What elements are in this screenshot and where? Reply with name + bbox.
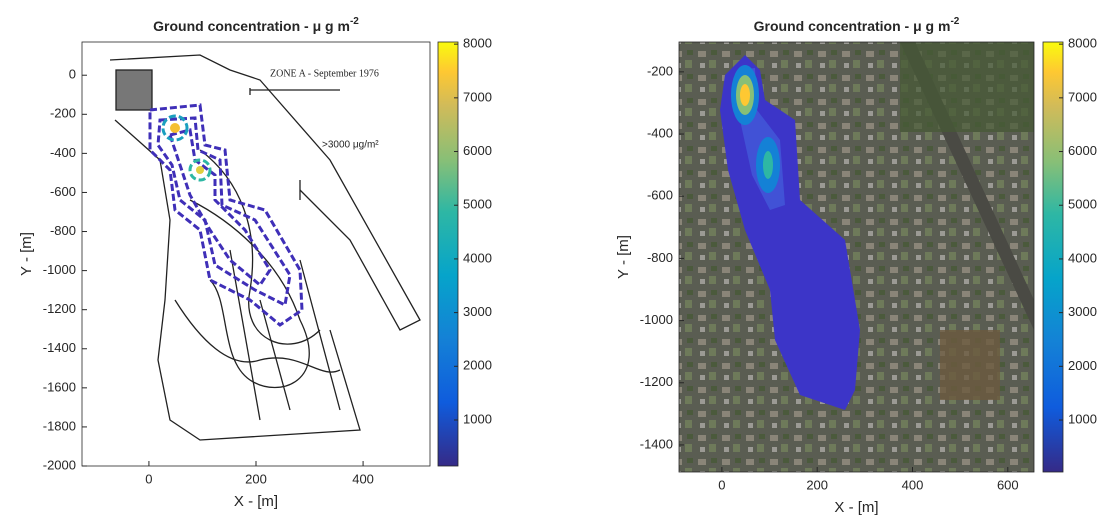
y-tick-label: -800 xyxy=(647,250,673,265)
colorbar-tick-label: 1000 xyxy=(1068,411,1097,426)
colorbar-tick-label: 5000 xyxy=(463,197,492,212)
colorbar xyxy=(437,41,459,467)
map-sketch: ZONE A - September 1976 >3000 μg/m² xyxy=(109,54,421,441)
x-tick-label: 400 xyxy=(902,477,924,492)
svg-text:ZONE A - September 1976: ZONE A - September 1976 xyxy=(270,68,379,79)
chart-title-text: Ground concentration - μ g m xyxy=(754,18,951,34)
x-tick-label: 200 xyxy=(806,477,828,492)
y-tick-label: -1200 xyxy=(43,301,76,316)
contour-lines xyxy=(148,103,304,327)
y-tick-label: -400 xyxy=(50,145,76,160)
x-tick-label: 600 xyxy=(997,477,1019,492)
colorbar-tick-label: 3000 xyxy=(1068,304,1097,319)
y-tick-label: -1800 xyxy=(43,418,76,433)
y-tick-label: -1000 xyxy=(640,312,673,327)
x-axis-label: X - [m] xyxy=(234,493,278,510)
chart-title-superscript: -2 xyxy=(950,16,959,27)
chart-title-superscript: -2 xyxy=(350,16,359,27)
colorbar xyxy=(1042,41,1064,473)
colorbar-tick-label: 4000 xyxy=(463,250,492,265)
y-tick-label: -2000 xyxy=(43,457,76,472)
y-tick-label: -600 xyxy=(50,184,76,199)
svg-text:>3000 μg/m²: >3000 μg/m² xyxy=(322,140,379,151)
y-axis-label: Y - [m] xyxy=(18,232,35,276)
y-axis-label: Y - [m] xyxy=(615,235,632,279)
colorbar-tick-label: 3000 xyxy=(463,304,492,319)
y-tick-label: -1600 xyxy=(43,379,76,394)
colorbar-tick-label: 5000 xyxy=(1068,197,1097,212)
y-tick-label: -400 xyxy=(647,125,673,140)
y-tick-label: -800 xyxy=(50,223,76,238)
x-tick-label: 400 xyxy=(352,471,374,486)
colorbar-tick-label: 2000 xyxy=(463,358,492,373)
y-tick-label: -200 xyxy=(647,63,673,78)
colorbar-tick-label: 2000 xyxy=(1068,358,1097,373)
colorbar-tick-label: 8000 xyxy=(1068,36,1097,51)
y-tick-label: -1200 xyxy=(640,374,673,389)
y-tick-label: -1400 xyxy=(640,436,673,451)
chart-title: Ground concentration - μ g m-2 xyxy=(153,16,359,34)
y-tick-label: -1400 xyxy=(43,340,76,355)
colorbar-tick-label: 8000 xyxy=(463,36,492,51)
x-tick-label: 0 xyxy=(718,477,725,492)
y-tick-label: 0 xyxy=(69,67,76,82)
colorbar-tick-label: 6000 xyxy=(1068,143,1097,158)
colorbar-tick-label: 1000 xyxy=(463,411,492,426)
x-tick-label: 200 xyxy=(245,471,267,486)
colorbar-tick-label: 6000 xyxy=(463,143,492,158)
x-axis-label: X - [m] xyxy=(834,499,878,516)
chart-title: Ground concentration - μ g m-2 xyxy=(754,16,960,34)
chart-title-text: Ground concentration - μ g m xyxy=(153,18,350,34)
colorbar-tick-label: 7000 xyxy=(463,89,492,104)
axes-frame xyxy=(678,41,1035,473)
y-tick-label: -1000 xyxy=(43,262,76,277)
colorbar-tick-label: 4000 xyxy=(1068,250,1097,265)
y-tick-label: -600 xyxy=(647,188,673,203)
x-tick-label: 0 xyxy=(145,471,152,486)
plume xyxy=(720,55,860,410)
y-tick-label: -200 xyxy=(50,106,76,121)
colorbar-tick-label: 7000 xyxy=(1068,89,1097,104)
